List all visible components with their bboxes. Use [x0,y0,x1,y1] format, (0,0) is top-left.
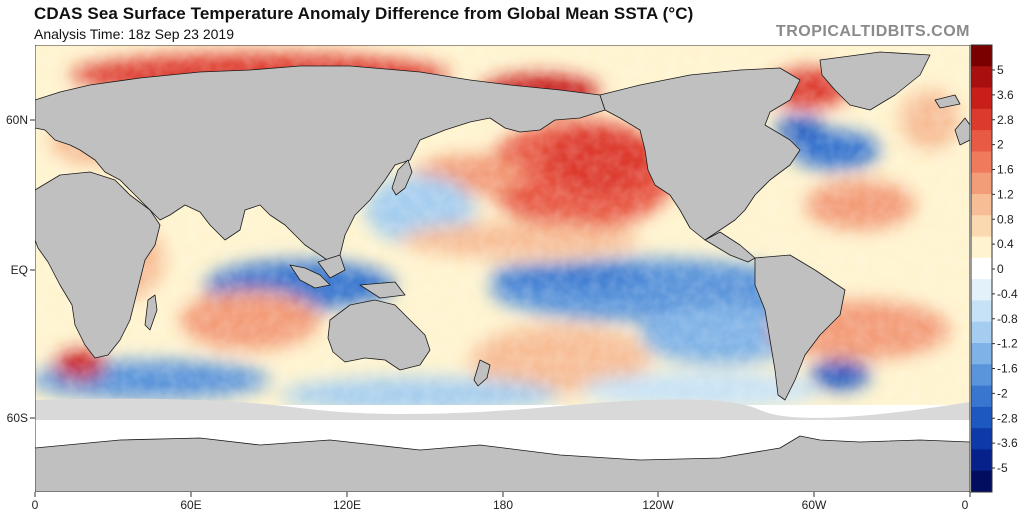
new-zealand-land [473,359,491,387]
colorbar-swatch [971,257,992,280]
colorbar-label: 0 [997,262,1004,276]
colorbar-label: 5 [997,63,1004,77]
colorbar-swatch [971,236,992,259]
south-america-land [754,254,846,401]
colorbar-label: -2 [997,386,1008,400]
lon-label-0-right: 0 [962,498,969,512]
lon-label-0: 0 [32,498,39,512]
indonesia-land [289,264,331,289]
colorbar-label: -0.4 [997,287,1018,301]
colorbar-label: -5 [997,461,1008,475]
colorbar-swatch [971,449,992,472]
colorbar-label: -1.2 [997,337,1018,351]
uk-land [954,117,970,146]
colorbar-swatch [971,130,992,152]
colorbar-swatches [971,45,992,493]
colorbar-swatch [971,300,992,323]
africa-land [35,171,161,359]
colorbar-label: 1.6 [997,163,1014,177]
land-masses [35,51,970,492]
colorbar-label: -3.6 [997,436,1018,450]
lon-label-60e: 60E [180,498,201,512]
colorbar-label: -0.8 [997,312,1018,326]
colorbar-swatch [971,172,992,195]
new-guinea-land [359,281,406,299]
north-america-land [599,67,801,241]
colorbar-label: -2.8 [997,411,1018,425]
lon-label-120w: 120W [642,498,674,512]
borneo-land [317,254,346,279]
colorbar-swatch [971,87,992,110]
madagascar-land [144,294,158,331]
antarctica-land [35,435,970,492]
lat-label-60n: 60N [6,113,28,127]
colorbar-label: 0.8 [997,212,1014,226]
analysis-time: Analysis Time: 18z Sep 23 2019 [34,26,235,42]
colorbar-swatch [971,279,992,301]
colorbar-swatch [971,406,992,429]
colorbar-swatch [971,151,992,174]
colorbar-swatch [971,66,992,89]
longitude-axis: 0 60E 120E 180 120W 60W 0 [32,492,971,512]
colorbar-label: 2 [997,138,1004,152]
colorbar-swatch [971,343,992,365]
colorbar-label: 0.4 [997,237,1014,251]
colorbar-label: -1.6 [997,362,1018,376]
eurasia-land [35,65,606,263]
colorbar-label: 3.6 [997,88,1014,102]
lon-label-120e: 120E [333,498,361,512]
colorbar-swatch [971,364,992,387]
colorbar: 5 3.6 2.8 2 1.6 1.2 0.8 0.4 0 -0.4 -0.8 -1.2 -1.6 -2 -… [970,44,1018,493]
site-credit: TROPICALTIDBITS.COM [775,23,970,40]
iceland-land [934,94,961,109]
colorbar-swatch [971,385,992,408]
lat-label-60s: 60S [7,411,28,425]
map-title: CDAS Sea Surface Temperature Anomaly Dif… [34,4,694,23]
map-plot-area [35,45,970,492]
colorbar-swatch [971,108,992,131]
colorbar-swatch [971,470,992,493]
latitude-axis: 60N EQ 60S [6,113,35,425]
colorbar-labels: 5 3.6 2.8 2 1.6 1.2 0.8 0.4 0 -0.4 -0.8 -1.2 -1.6 -2 -… [992,63,1018,475]
colorbar-swatch [971,45,992,67]
japan-land [391,159,413,196]
greenland-land [819,51,931,111]
lon-label-180: 180 [493,498,513,512]
lon-label-60w: 60W [802,498,827,512]
colorbar-swatch [971,215,992,238]
colorbar-swatch [971,321,992,344]
lat-label-eq: EQ [11,263,28,277]
sea-ice-edge [35,398,970,420]
colorbar-swatch [971,428,992,450]
colorbar-label: 1.2 [997,187,1014,201]
colorbar-label: 2.8 [997,113,1014,127]
colorbar-swatch [971,194,992,216]
australia-land [327,299,431,371]
